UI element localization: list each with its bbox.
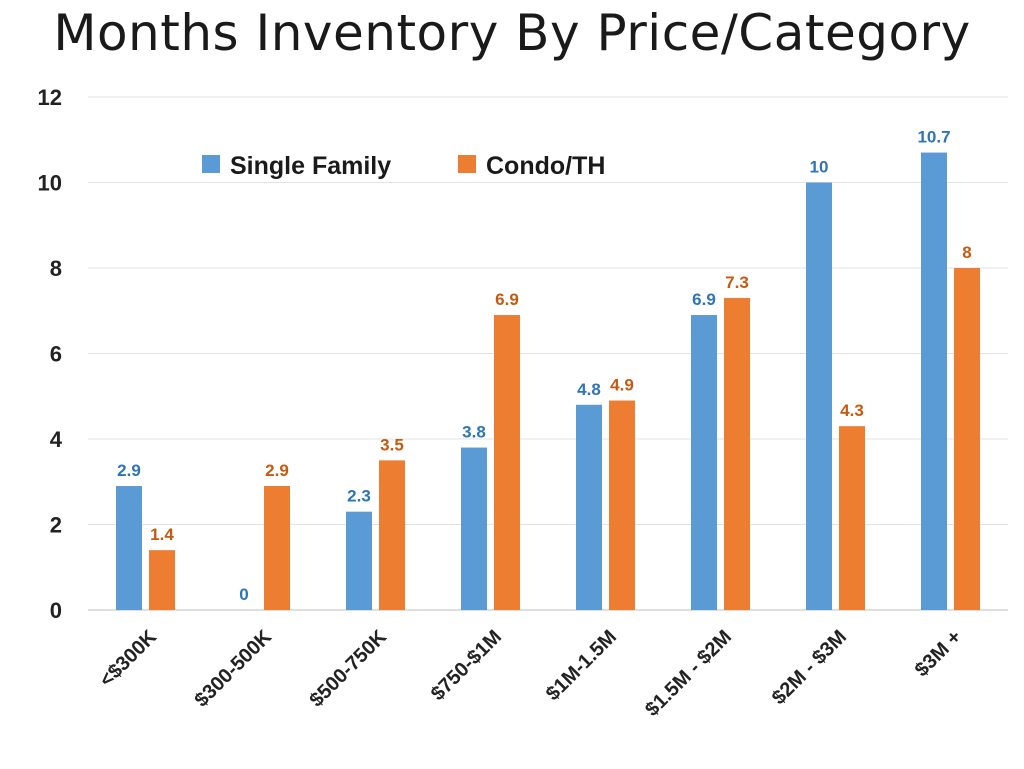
data-label: 3.8 [462, 423, 486, 442]
y-tick-label: 8 [50, 256, 62, 281]
bar [691, 315, 717, 610]
y-tick-label: 2 [50, 513, 62, 538]
legend-label: Single Family [230, 152, 391, 180]
y-tick-label: 0 [50, 598, 62, 623]
bar [921, 152, 947, 610]
bar [839, 426, 865, 610]
x-tick-label: $300-500K [190, 626, 276, 712]
data-label: 7.3 [725, 273, 749, 292]
chart-title: Months Inventory By Price/Category [53, 4, 971, 62]
data-label: 4.9 [610, 376, 634, 395]
y-tick-label: 6 [50, 342, 62, 367]
data-label: 8 [962, 243, 971, 262]
data-label: 6.9 [495, 290, 519, 309]
data-label: 1.4 [150, 525, 174, 544]
bar [609, 400, 635, 610]
bar [494, 315, 520, 610]
legend: Single Family Condo/TH [202, 152, 605, 180]
x-tick-label: $750-$1M [427, 626, 506, 705]
y-tick-label: 4 [50, 427, 63, 452]
data-label: 4.8 [577, 380, 601, 399]
x-tick-label: $1.5M - $2M [641, 626, 736, 721]
data-label: 2.9 [117, 461, 141, 480]
bar [576, 404, 602, 610]
x-tick-label: $2M - $3M [768, 626, 851, 709]
data-label: 10.7 [917, 128, 950, 147]
bar [724, 297, 750, 610]
y-axis-tick-labels: 0 2 4 6 8 10 12 [38, 85, 63, 623]
data-label: 0 [239, 585, 248, 604]
data-label: 2.3 [347, 487, 371, 506]
x-tick-label: <$300K [96, 626, 162, 692]
legend-label: Condo/TH [486, 152, 605, 180]
x-axis-category-labels: <$300K $300-500K $500-750K $750-$1M $1M-1.5M… [96, 626, 966, 721]
gridlines [88, 96, 1008, 611]
data-label: 4.3 [840, 401, 864, 420]
data-label: 2.9 [265, 461, 289, 480]
bar [379, 460, 405, 610]
x-tick-label: $1M-1.5M [542, 626, 621, 705]
bar [149, 550, 175, 610]
legend-swatch [202, 155, 220, 173]
data-labels: 2.9 1.4 0 2.9 2.3 3.5 3.8 6.9 4.8 4.9 6.9 7.3 10 4.3 1… [117, 128, 972, 604]
bar [954, 268, 980, 610]
x-tick-label: $500-750K [305, 626, 391, 712]
x-tick-label: $3M + [911, 626, 966, 681]
bar [346, 511, 372, 610]
y-tick-label: 10 [38, 171, 62, 196]
bar [806, 182, 832, 610]
data-label: 10 [810, 158, 829, 177]
bar [264, 486, 290, 610]
y-tick-label: 12 [38, 85, 62, 110]
legend-swatch [458, 155, 476, 173]
data-label: 6.9 [692, 290, 716, 309]
bars [116, 152, 980, 610]
bar [461, 447, 487, 610]
data-label: 3.5 [380, 435, 404, 454]
bar [116, 486, 142, 610]
